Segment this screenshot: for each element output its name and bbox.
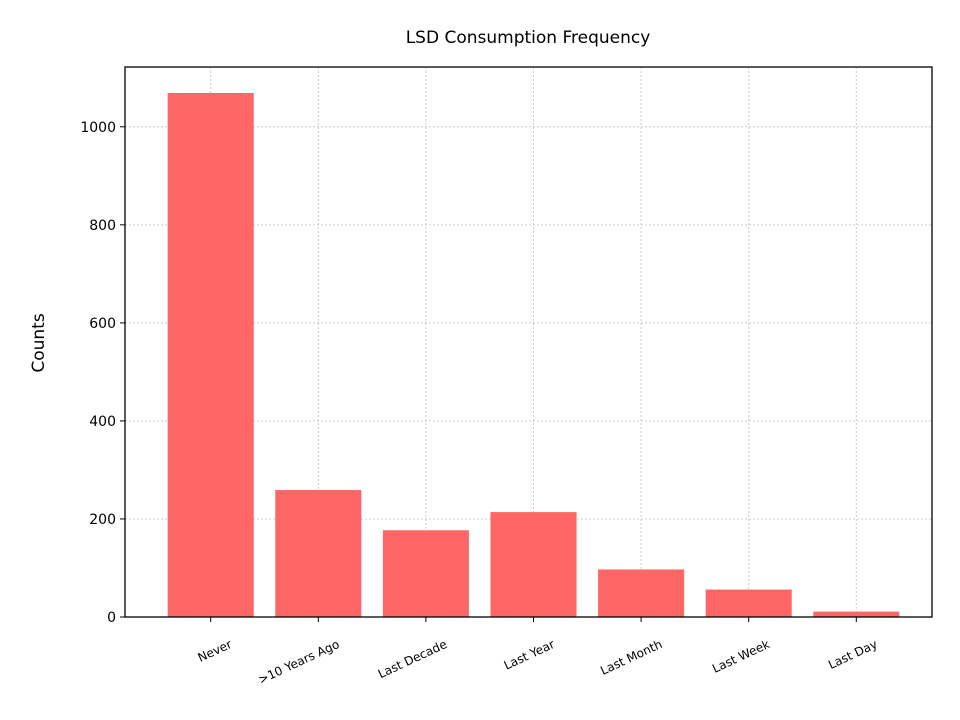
bar-5 — [705, 589, 792, 617]
y-tick-label: 1000 — [80, 120, 116, 136]
plot-frame — [124, 66, 933, 618]
x-tick-label: Last Day — [826, 637, 880, 672]
bar-4 — [598, 569, 685, 617]
x-tick-label: Last Year — [502, 637, 557, 673]
x-tick-label: Last Month — [598, 637, 664, 678]
y-tick-label: 200 — [89, 512, 116, 528]
y-tick-label: 0 — [107, 610, 116, 626]
x-tick-label: Never — [196, 637, 234, 665]
bar-2 — [382, 530, 469, 617]
x-tick-label: >10 Years Ago — [256, 637, 341, 687]
bars — [167, 92, 900, 617]
bar-1 — [275, 490, 362, 617]
y-axis-label: Counts — [29, 313, 49, 372]
y-tick-label: 400 — [89, 414, 116, 430]
y-tick-label: 800 — [89, 218, 116, 234]
y-tick-label: 600 — [89, 316, 116, 332]
x-tick-label: Last Decade — [376, 637, 449, 681]
x-tick-label: Last Week — [710, 637, 772, 676]
chart-title: LSD Consumption Frequency — [406, 28, 651, 48]
bar-6 — [813, 611, 900, 617]
bar-0 — [167, 92, 254, 617]
bar-3 — [490, 512, 577, 617]
